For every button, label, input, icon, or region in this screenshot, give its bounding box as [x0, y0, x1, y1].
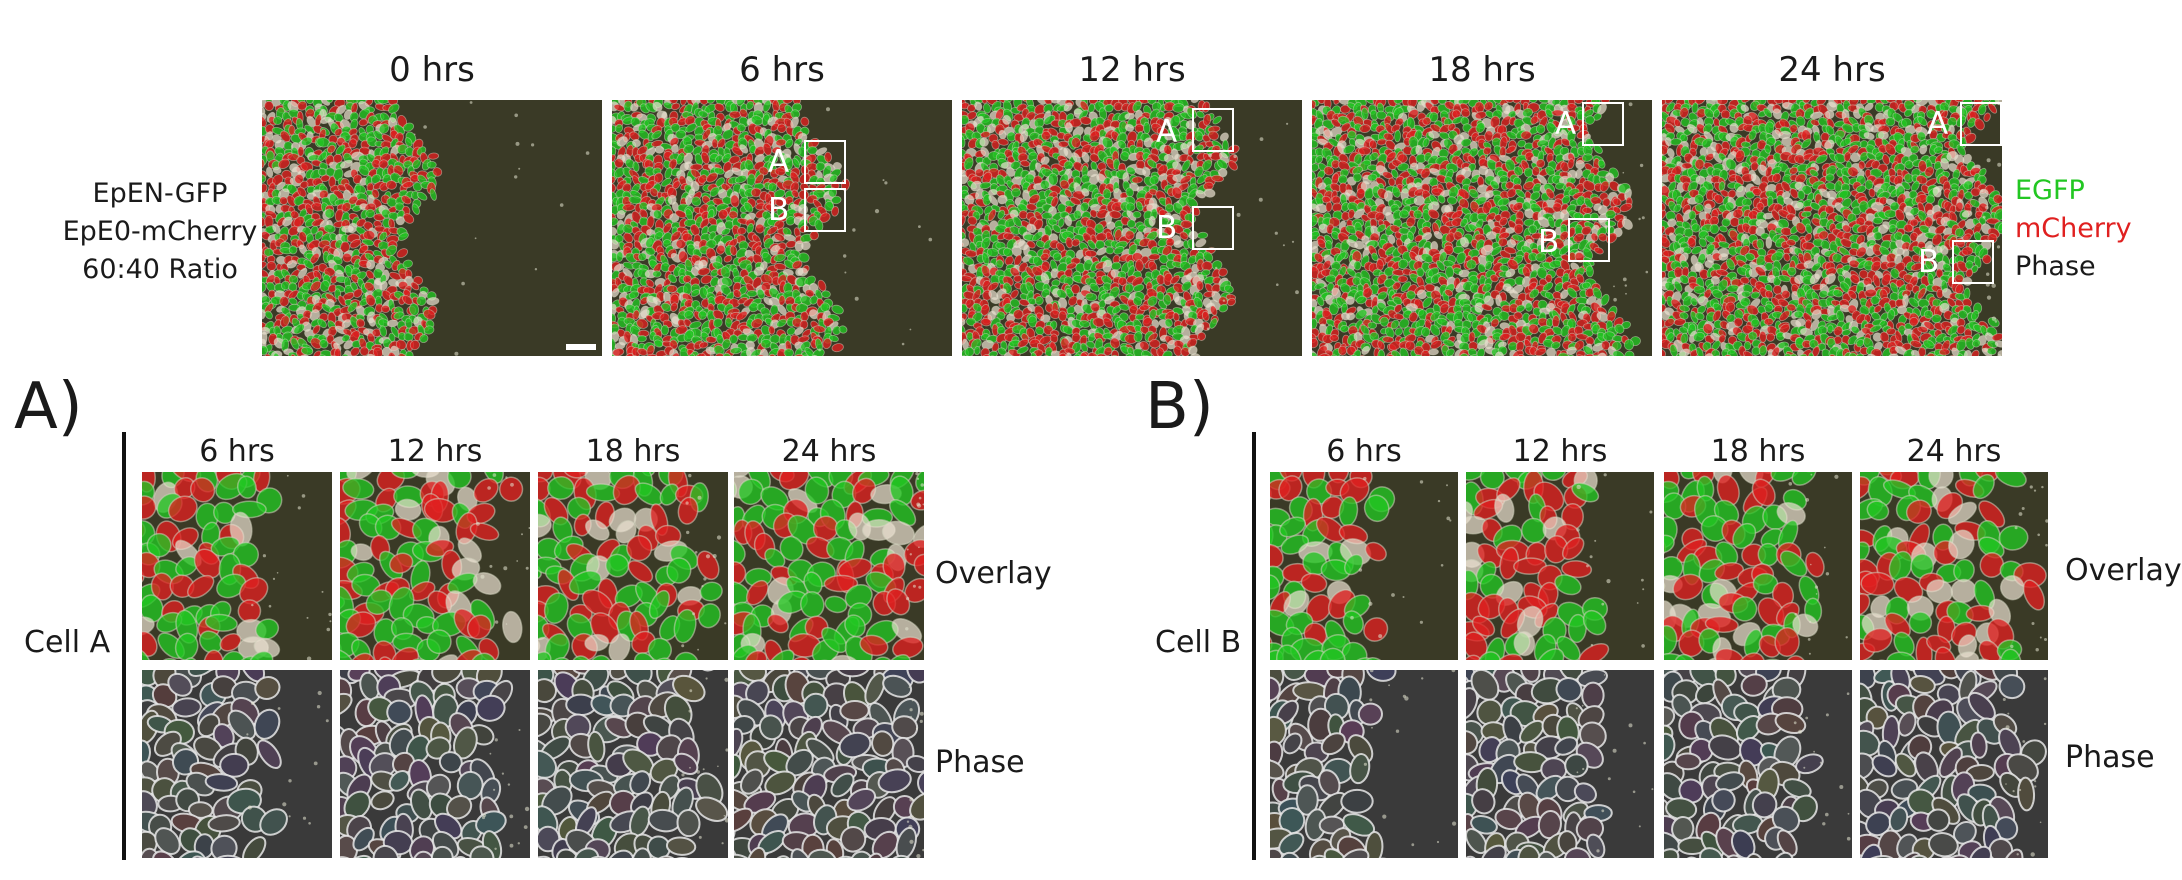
scale-bar — [566, 344, 596, 350]
cell-texture — [538, 472, 728, 660]
micrograph-18hrs: A B — [1312, 100, 1652, 356]
condition-line-2: EpE0-mCherry — [62, 216, 258, 247]
condition-label: EpEN-GFP EpE0-mCherry 60:40 Ratio — [55, 175, 265, 289]
panel-a-overlay-6hrs — [142, 472, 332, 660]
panel-b-overlay-24hrs — [1860, 472, 2048, 660]
legend-egfp: EGFP — [2015, 175, 2085, 206]
roi-label-b: B — [1538, 224, 1560, 260]
panel-b-overlay-18hrs — [1664, 472, 1852, 660]
panel-b-time-6: 6 hrs — [1326, 434, 1402, 469]
panel-a-time-24: 24 hrs — [781, 434, 877, 469]
panel-a-phase-12hrs — [340, 670, 530, 858]
roi-label-b: B — [1918, 244, 1940, 280]
panel-a-overlay-18hrs — [538, 472, 728, 660]
panel-a-row-label-overlay: Overlay — [935, 556, 1052, 591]
panel-a-time-18: 18 hrs — [585, 434, 681, 469]
cell-texture — [340, 472, 530, 660]
cell-texture — [1860, 472, 2048, 660]
roi-label-b: B — [1156, 210, 1178, 246]
roi-box-a — [1960, 102, 2002, 146]
cell-texture — [1466, 670, 1654, 858]
micrograph-6hrs: A B — [612, 100, 952, 356]
top-time-label-18: 18 hrs — [1428, 50, 1536, 90]
panel-b-row-label-overlay: Overlay — [2065, 553, 2182, 588]
panel-b-divider — [1252, 432, 1256, 860]
legend-phase: Phase — [2015, 251, 2096, 282]
panel-a-cell-label: Cell A — [24, 625, 111, 660]
panel-a-overlay-12hrs — [340, 472, 530, 660]
cell-texture — [1312, 100, 1652, 356]
panel-b-row-label-phase: Phase — [2065, 740, 2155, 775]
panel-a-overlay-24hrs — [734, 472, 924, 660]
panel-a-row-label-phase: Phase — [935, 745, 1025, 780]
panel-b-phase-24hrs — [1860, 670, 2048, 858]
panel-b-time-24: 24 hrs — [1906, 434, 2002, 469]
panel-b-time-12: 12 hrs — [1512, 434, 1608, 469]
panel-b-overlay-6hrs — [1270, 472, 1458, 660]
roi-box-a — [1582, 102, 1624, 146]
condition-line-1: EpEN-GFP — [92, 178, 228, 209]
cell-texture — [1466, 472, 1654, 660]
panel-a-phase-18hrs — [538, 670, 728, 858]
cell-texture — [1270, 472, 1458, 660]
cell-texture — [1664, 472, 1852, 660]
cell-texture — [262, 100, 602, 356]
cell-texture — [142, 670, 332, 858]
roi-box-b — [1192, 206, 1234, 250]
panel-b-phase-6hrs — [1270, 670, 1458, 858]
panel-a-phase-6hrs — [142, 670, 332, 858]
top-time-label-0: 0 hrs — [389, 50, 475, 90]
roi-label-a: A — [1555, 106, 1577, 142]
legend-mcherry: mCherry — [2015, 213, 2132, 244]
condition-line-3: 60:40 Ratio — [82, 254, 238, 285]
panel-b-overlay-12hrs — [1466, 472, 1654, 660]
cell-texture — [734, 670, 924, 858]
roi-label-a: A — [1156, 114, 1178, 150]
panel-b-time-18: 18 hrs — [1710, 434, 1806, 469]
cell-texture — [538, 670, 728, 858]
cell-texture — [734, 472, 924, 660]
roi-box-b — [1568, 218, 1610, 262]
cell-texture — [1270, 670, 1458, 858]
cell-texture — [142, 472, 332, 660]
roi-label-b: B — [768, 192, 790, 228]
panel-b-header: B) — [1145, 370, 1214, 444]
cell-texture — [340, 670, 530, 858]
roi-label-a: A — [768, 144, 790, 180]
roi-label-a: A — [1927, 106, 1949, 142]
panel-a-divider — [122, 432, 126, 860]
roi-box-a — [804, 140, 846, 184]
panel-a-header: A) — [14, 370, 83, 444]
micrograph-12hrs: A B — [962, 100, 1302, 356]
roi-box-a — [1192, 108, 1234, 152]
micrograph-24hrs: A B — [1662, 100, 2002, 356]
cell-texture — [962, 100, 1302, 356]
panel-b-cell-label: Cell B — [1155, 625, 1242, 660]
top-time-label-12: 12 hrs — [1078, 50, 1186, 90]
roi-box-b — [804, 188, 846, 232]
cell-texture — [1662, 100, 2002, 356]
top-time-label-24: 24 hrs — [1778, 50, 1886, 90]
cell-texture — [1664, 670, 1852, 858]
panel-b-phase-18hrs — [1664, 670, 1852, 858]
panel-a-time-6: 6 hrs — [199, 434, 275, 469]
top-time-label-6: 6 hrs — [739, 50, 825, 90]
roi-box-b — [1952, 240, 1994, 284]
cell-texture — [1860, 670, 2048, 858]
micrograph-0hrs — [262, 100, 602, 356]
cell-texture — [612, 100, 952, 356]
channel-legend: EGFP mCherry Phase — [2015, 172, 2132, 286]
panel-a-time-12: 12 hrs — [387, 434, 483, 469]
panel-a-phase-24hrs — [734, 670, 924, 858]
panel-b-phase-12hrs — [1466, 670, 1654, 858]
